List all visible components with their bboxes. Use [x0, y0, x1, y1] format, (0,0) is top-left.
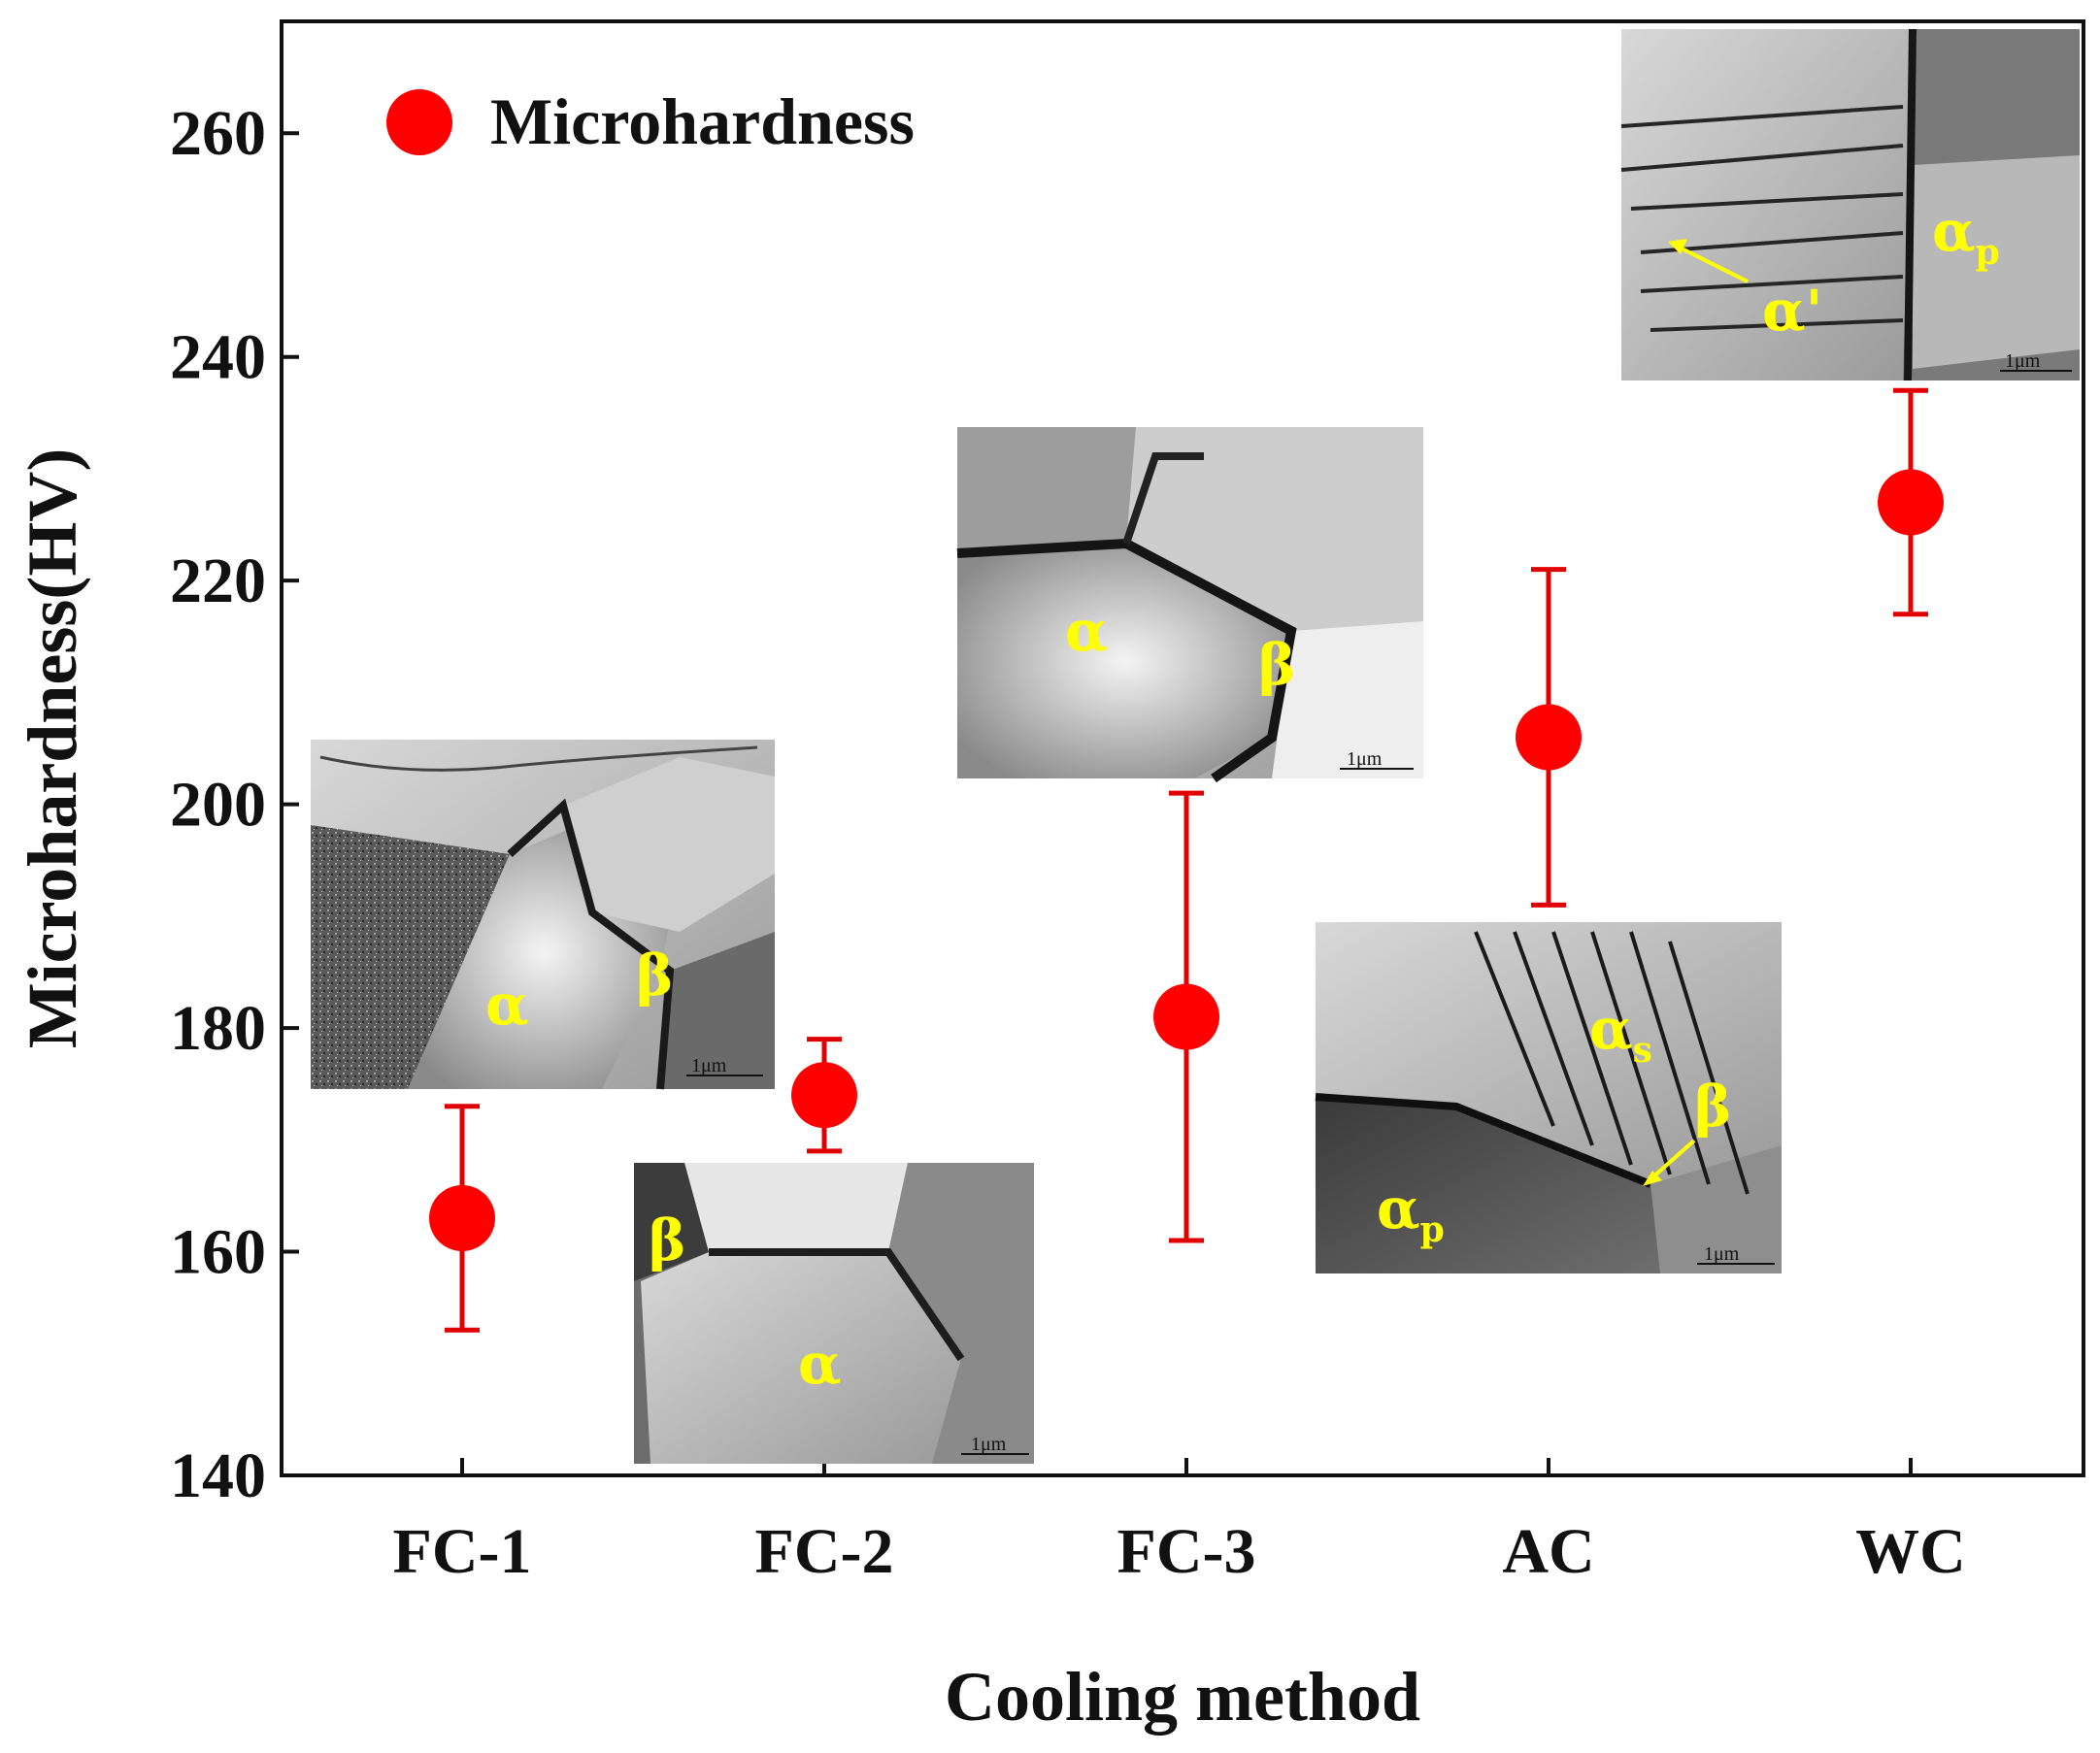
- inset-wc-arrow: [1679, 246, 1749, 283]
- data-point: [1516, 704, 1582, 771]
- x-tick-label: FC-1: [393, 1516, 532, 1587]
- inset-ac-label-beta: β: [1694, 1074, 1732, 1140]
- data-point: [1878, 469, 1944, 536]
- y-tick-label: 200: [170, 770, 266, 841]
- inset-fc2-label-alpha: α: [798, 1331, 842, 1397]
- x-tick-label: AC: [1502, 1516, 1594, 1587]
- inset-fc3-label-beta: β: [1258, 632, 1296, 698]
- y-axis-title: Microhardness(HV): [14, 448, 91, 1049]
- inset-fc3-label-alpha: α: [1065, 598, 1109, 664]
- x-axis-title: Cooling method: [945, 1658, 1420, 1736]
- inset-fc2-label-beta: β: [649, 1207, 686, 1273]
- legend-label: Microhardness: [490, 84, 915, 158]
- inset-fc3-scale-bar: 1μm: [1347, 748, 1383, 770]
- inset-fc1-micrograph: α β 1μm: [311, 740, 775, 1090]
- x-tick-label: WC: [1855, 1516, 1966, 1587]
- inset-fc1-label-alpha: α: [485, 972, 529, 1038]
- legend: Microhardness: [386, 84, 915, 158]
- data-point: [1153, 983, 1219, 1050]
- inset-ac-micrograph: αs β αp 1μm: [1315, 922, 1782, 1273]
- inset-ac-label-alpha-p: αp: [1377, 1175, 1445, 1250]
- inset-wc-scale-bar: 1μm: [2005, 350, 2041, 372]
- inset-wc-micrograph: αp α' 1μm: [1620, 28, 2080, 381]
- legend-marker-icon: [386, 89, 452, 155]
- x-axis: FC-1 FC-2 FC-3 AC WC: [393, 1458, 1966, 1587]
- inset-wc-label-alpha-prime: α': [1762, 278, 1822, 344]
- y-tick-label: 240: [170, 322, 266, 393]
- y-tick-label: 160: [170, 1217, 266, 1288]
- inset-fc1-scale-bar: 1μm: [691, 1055, 727, 1076]
- y-tick-label: 260: [170, 98, 266, 169]
- inset-ac-scale-bar: 1μm: [1704, 1243, 1740, 1265]
- x-tick-label: FC-2: [755, 1516, 894, 1587]
- inset-fc3-micrograph: α β 1μm: [956, 427, 1423, 783]
- inset-ac-label-alpha-s: αs: [1589, 996, 1652, 1071]
- data-point: [429, 1184, 495, 1251]
- inset-fc2-scale-bar: 1μm: [971, 1434, 1007, 1455]
- inset-wc-label-alpha-p: αp: [1932, 198, 2000, 273]
- y-tick-label: 220: [170, 546, 266, 616]
- x-tick-label: FC-3: [1117, 1516, 1256, 1587]
- data-point: [791, 1062, 857, 1129]
- inset-fc1-label-beta: β: [636, 943, 674, 1009]
- plot-frame: [280, 19, 2085, 1477]
- y-tick-label: 180: [170, 993, 266, 1064]
- data-marks: [429, 387, 1944, 1333]
- inset-fc2-micrograph: β α 1μm: [634, 1163, 1034, 1464]
- y-axis: 140 160 180 200 220 240 260: [170, 98, 299, 1511]
- inset-ac-arrow: [1649, 1139, 1696, 1181]
- y-tick-label: 140: [170, 1440, 266, 1511]
